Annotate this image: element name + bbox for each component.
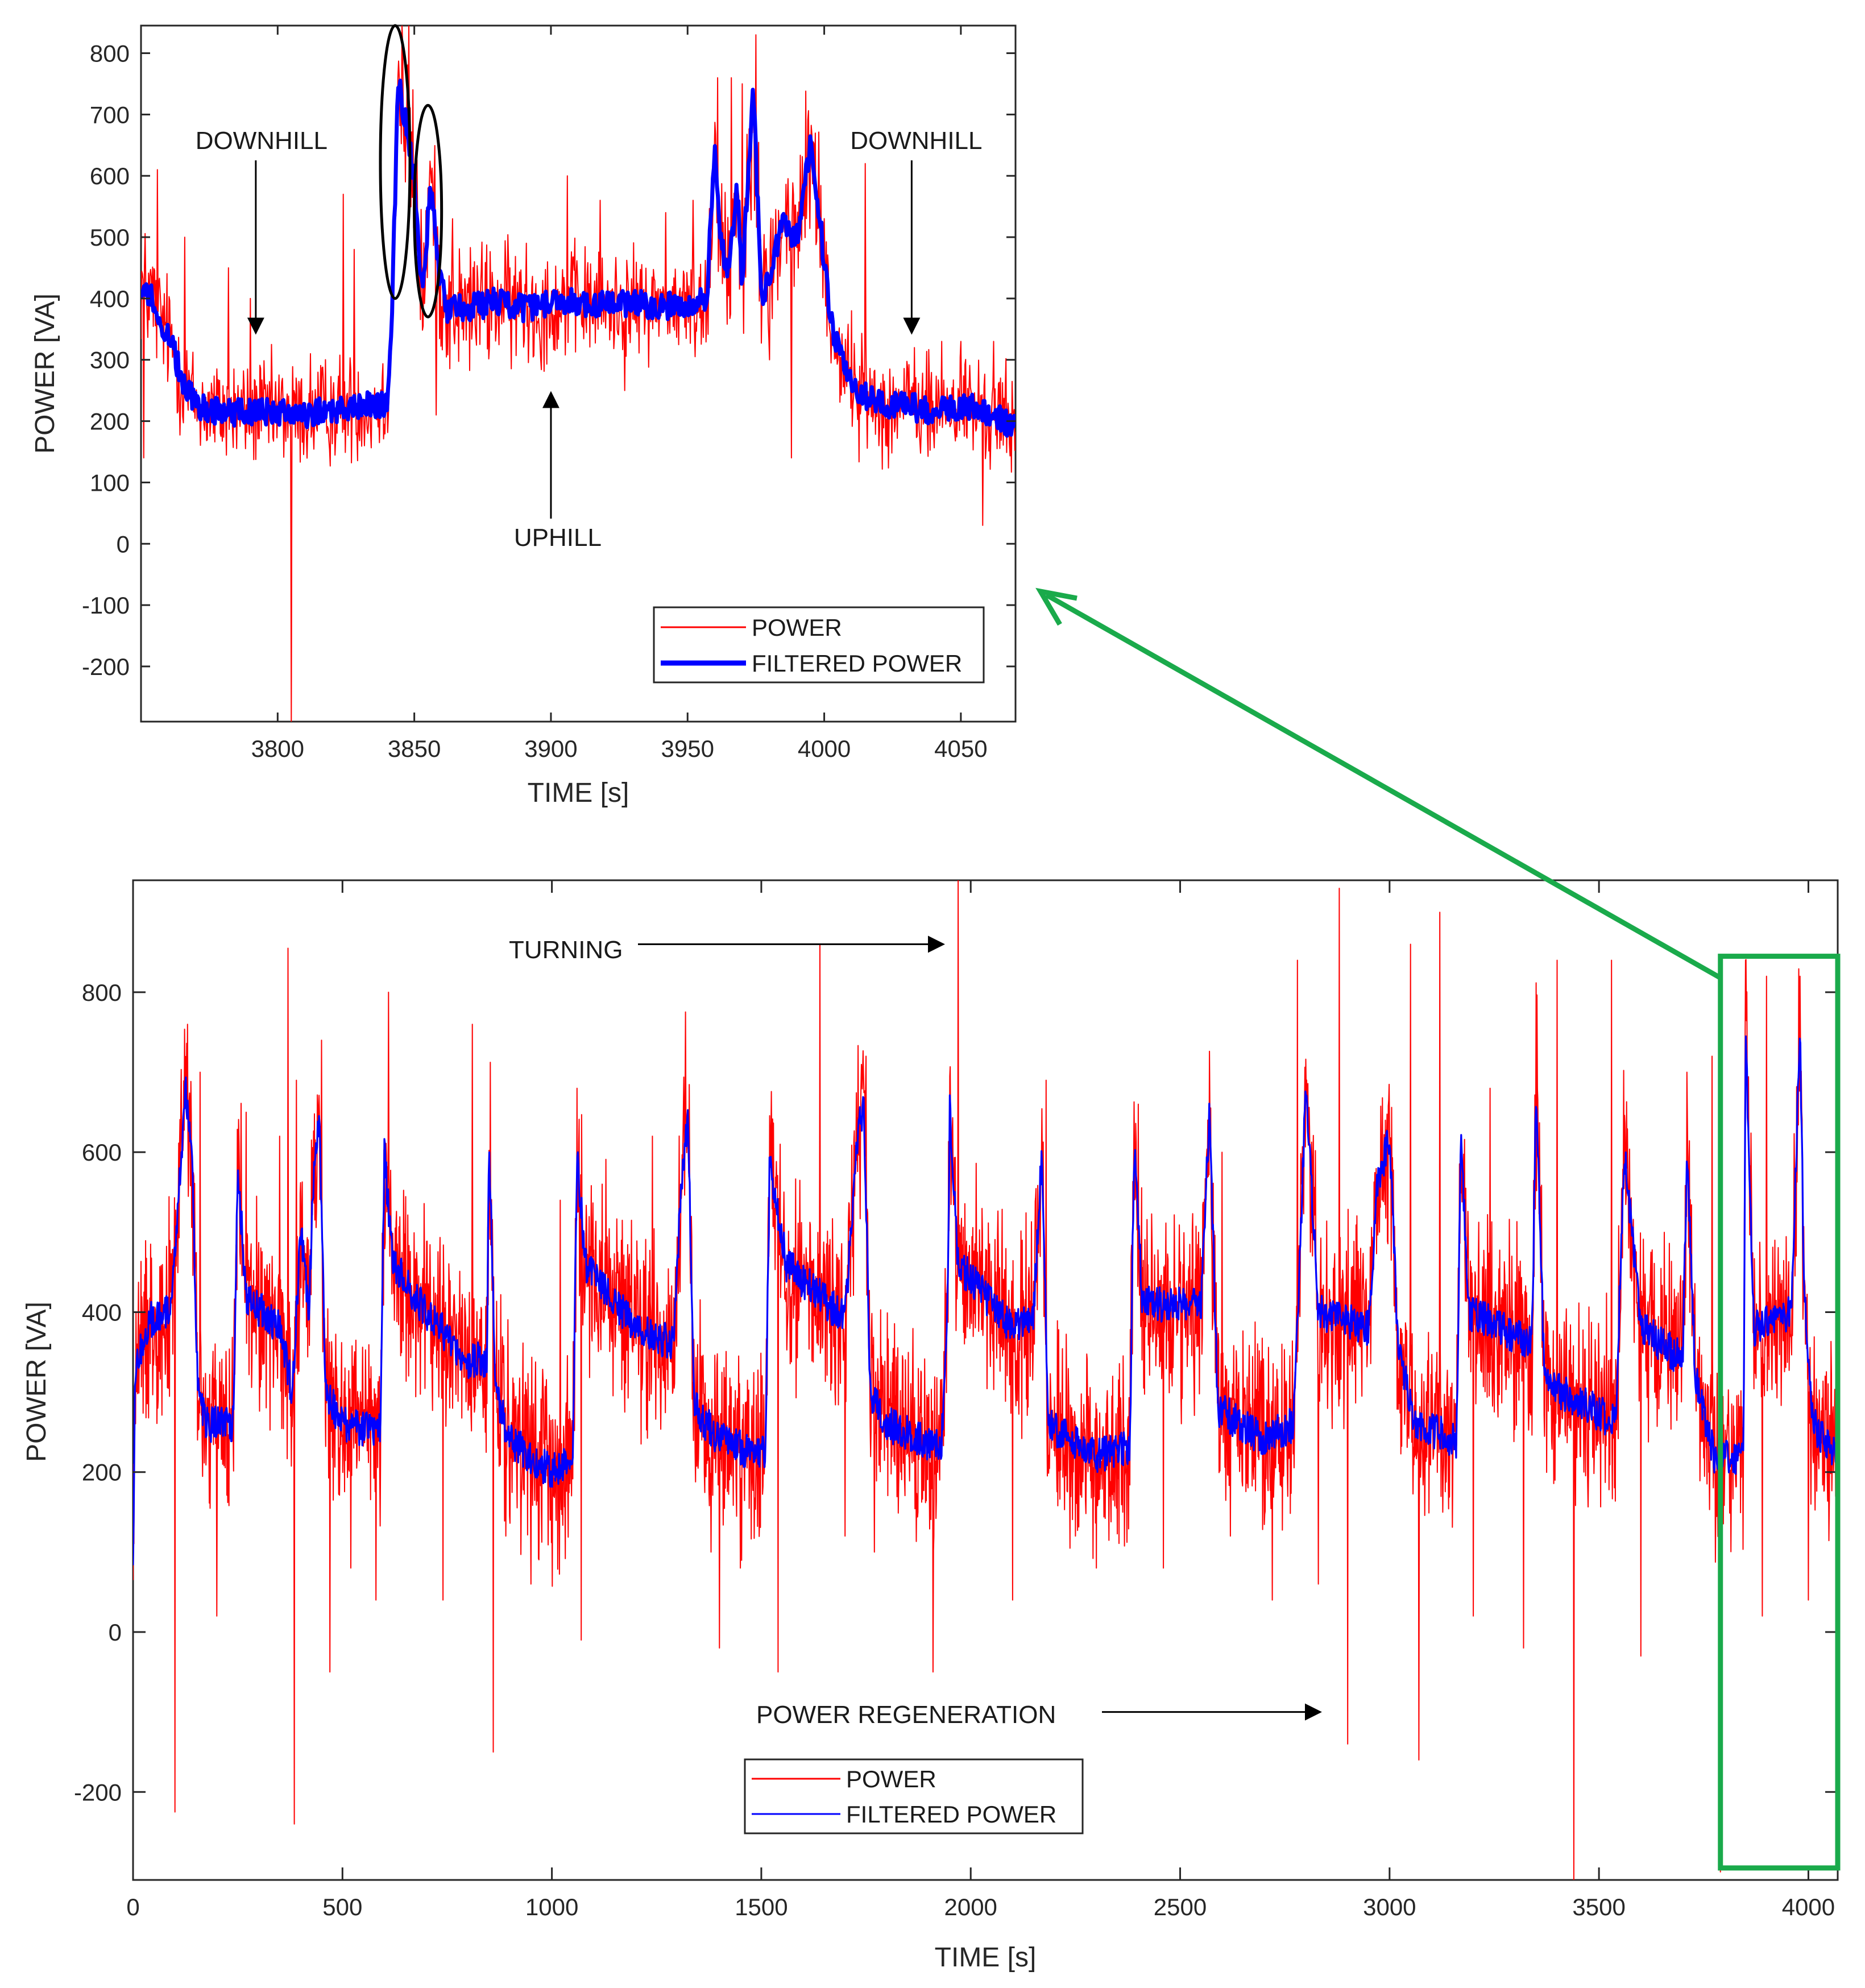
full-x-tick-label: 0	[126, 1894, 139, 1920]
full-x-tick-label: 500	[322, 1894, 362, 1920]
full-x-tick-label: 1500	[735, 1894, 788, 1920]
zoom-connector-arrow	[1045, 593, 1722, 980]
full-y-tick-label: 0	[109, 1619, 122, 1646]
full-y-axis-label: POWER [VA]	[22, 1302, 52, 1462]
full-x-tick-label: 1000	[525, 1894, 578, 1920]
zoom-legend: POWER FILTERED POWER	[653, 606, 985, 684]
full-y-tick-label: 400	[82, 1299, 122, 1326]
zoom-legend-box	[653, 606, 985, 684]
full-y-tick-label: 800	[82, 979, 122, 1006]
full-x-axis-label: TIME [s]	[935, 1943, 1037, 1973]
peak-highlight-ellipse	[413, 103, 444, 318]
full-legend-filtered-label: FILTERED POWER	[846, 1801, 1056, 1828]
zoom-x-axis-label: TIME [s]	[528, 778, 629, 808]
annotation-downhill-left: DOWNHILL	[196, 127, 328, 155]
full-x-tick-label: 3000	[1363, 1894, 1416, 1920]
zoom-filtered-power-line	[141, 78, 1016, 438]
full-legend: POWER FILTERED POWER	[744, 1758, 1084, 1834]
full-x-tick-label: 3500	[1572, 1894, 1625, 1920]
zoom-y-tick-label: 300	[90, 347, 130, 374]
full-x-tick-label: 2000	[944, 1894, 997, 1920]
full-y-tick-label: -200	[74, 1779, 122, 1805]
zoom-y-tick-label: 800	[90, 40, 130, 67]
full-y-tick-label: 200	[82, 1459, 122, 1486]
zoom-y-tick-label: 0	[117, 531, 130, 557]
zoom-chart: 3800 3850 3900 3950 4000 4050 -200 -100 0 100 200 3…	[30, 24, 1017, 808]
zoom-y-axis-label: POWER [VA]	[30, 293, 60, 454]
annotation-turning: TURNING	[509, 936, 623, 964]
zoom-x-tick-label: 3850	[388, 735, 441, 762]
zoom-x-tick-label: 3800	[251, 735, 304, 762]
full-filtered-power-line	[133, 1035, 1838, 1565]
peak-highlight-ellipse	[379, 24, 412, 300]
zoom-y-tick-label: 100	[90, 469, 130, 496]
zoom-region-highlight-box	[1718, 954, 1841, 1871]
zoom-y-tick-label: 200	[90, 408, 130, 435]
zoom-power-line	[141, 26, 1016, 722]
zoom-x-tick-label: 3900	[524, 735, 577, 762]
full-legend-box	[744, 1758, 1084, 1834]
zoom-y-tick-label: 700	[90, 101, 130, 128]
annotation-downhill-right: DOWNHILL	[850, 127, 982, 155]
full-x-tick-label: 4000	[1782, 1894, 1835, 1920]
annotation-uphill: UPHILL	[514, 524, 602, 552]
zoom-x-tick-label: 3950	[661, 735, 714, 762]
zoom-legend-power-label: POWER	[752, 614, 842, 641]
zoom-legend-filtered-label: FILTERED POWER	[752, 650, 962, 677]
zoom-connector-arrowhead	[1035, 587, 1077, 626]
full-legend-power-label: POWER	[846, 1766, 936, 1792]
zoom-x-tick-label: 4050	[934, 735, 987, 762]
zoom-y-tick-label: 400	[90, 285, 130, 312]
zoom-x-tick-label: 4000	[798, 735, 851, 762]
zoom-y-tick-label: 600	[90, 163, 130, 189]
full-x-tick-label: 2500	[1154, 1894, 1207, 1920]
zoom-y-tick-label: 500	[90, 224, 130, 251]
annotation-power-regeneration: POWER REGENERATION	[756, 1701, 1056, 1729]
full-y-tick-label: 600	[82, 1139, 122, 1166]
zoom-y-tick-label: -200	[82, 653, 130, 680]
zoom-y-tick-label: -100	[82, 592, 130, 619]
full-chart: 0 500 1000 1500 2000 2500 3000 3500 4000 -200 0 200…	[22, 879, 1839, 1973]
